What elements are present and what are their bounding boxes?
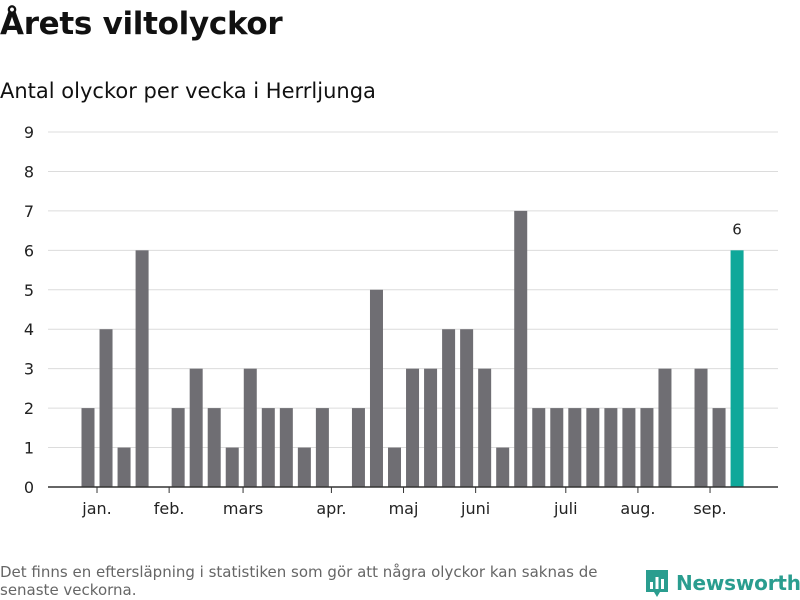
bar: [189, 368, 203, 487]
bar: [117, 447, 131, 487]
bar: [315, 408, 329, 487]
bar: [460, 329, 474, 487]
chart-subtitle: Antal olyckor per vecka i Herrljunga: [0, 79, 376, 103]
bar: [658, 368, 672, 487]
bar: [496, 447, 510, 487]
bar: [207, 408, 221, 487]
bar: [351, 408, 365, 487]
brand-logo: Newsworthy: [644, 568, 800, 598]
y-tick-label: 6: [24, 241, 34, 260]
bar: [171, 408, 185, 487]
x-tick-label: juli: [553, 499, 577, 518]
x-tick-label: aug.: [620, 499, 655, 518]
bar: [81, 408, 95, 487]
bar: [243, 368, 257, 487]
bar: [279, 408, 293, 487]
x-tick-label: apr.: [316, 499, 346, 518]
x-tick-label: juni: [460, 499, 490, 518]
bar-chart: 0 1 2 3 4 5 6 7 8 9 6 jan. feb. mars apr. maj juni juli au…: [24, 123, 778, 518]
x-tick-label: jan.: [81, 499, 111, 518]
y-tick-label: 3: [24, 360, 34, 379]
bar: [442, 329, 456, 487]
x-tick-label: sep.: [693, 499, 726, 518]
bar: [640, 408, 654, 487]
y-tick-label: 2: [24, 399, 34, 418]
bar: [478, 368, 492, 487]
footnote: Det finns en eftersläpning i statistiken…: [0, 563, 598, 599]
bar: [514, 210, 528, 487]
y-tick-label: 5: [24, 281, 34, 300]
bar: [586, 408, 600, 487]
bar: [99, 329, 113, 487]
bar: [297, 447, 311, 487]
bar: [532, 408, 546, 487]
bar: [261, 408, 275, 487]
bar: [135, 250, 149, 487]
highlight-bar: [730, 250, 744, 487]
y-tick-label: 1: [24, 439, 34, 458]
y-tick-label: 9: [24, 123, 34, 142]
bar: [568, 408, 582, 487]
bar-chart-logo-icon: [646, 570, 668, 597]
bar: [225, 447, 239, 487]
bar: [550, 408, 564, 487]
bar: [406, 368, 420, 487]
bar: [622, 408, 636, 487]
chart-title: Årets viltolyckor: [0, 6, 283, 42]
y-tick-label: 7: [24, 202, 34, 221]
brand-name: Newsworthy: [676, 571, 800, 595]
y-tick-label: 4: [24, 320, 34, 339]
bar: [369, 289, 383, 487]
bar: [604, 408, 618, 487]
bar: [388, 447, 402, 487]
y-tick-label: 0: [24, 478, 34, 497]
bar: [712, 408, 726, 487]
x-tick-label: mars: [223, 499, 263, 518]
y-tick-label: 8: [24, 162, 34, 181]
x-tick-label: feb.: [154, 499, 185, 518]
bar: [424, 368, 438, 487]
bar: [694, 368, 708, 487]
x-tick-label: maj: [389, 499, 419, 518]
data-label: 6: [732, 220, 742, 238]
